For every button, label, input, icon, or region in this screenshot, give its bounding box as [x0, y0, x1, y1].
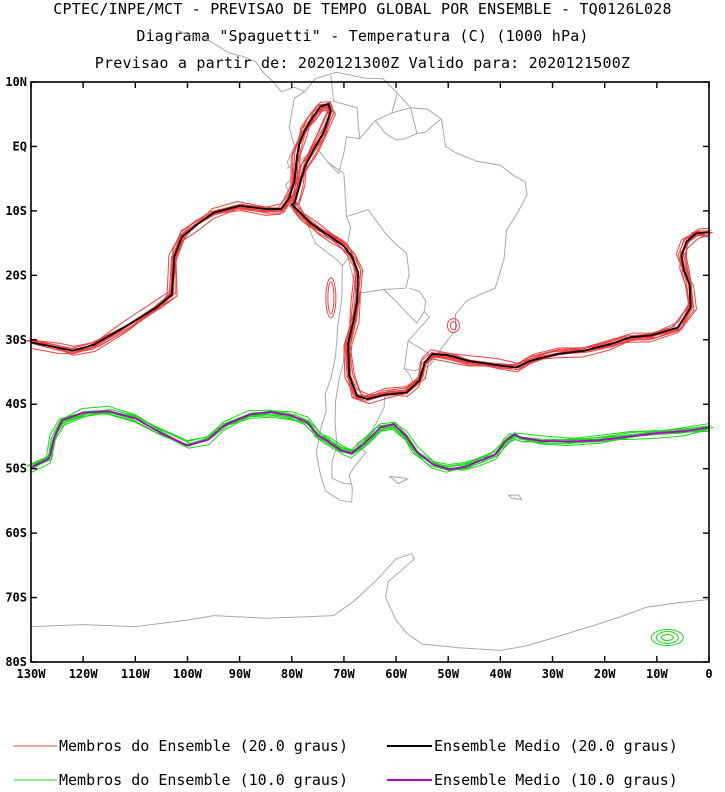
legend-label-mean-10: Ensemble Medio (10.0 graus) — [434, 771, 678, 789]
country-border-6 — [403, 341, 409, 369]
x-tick-label: 60W — [385, 667, 407, 681]
y-tick-label: 70S — [5, 591, 27, 605]
member-20-line-10 — [32, 104, 705, 398]
y-tick-label: 50S — [5, 462, 27, 476]
legend-label-mean-20: Ensemble Medio (20.0 graus) — [434, 737, 678, 755]
legend-label-member-10: Membros do Ensemble (10.0 graus) — [59, 771, 348, 789]
header-line-1: CPTEC/INPE/MCT - PREVISAO DE TEMPO GLOBA… — [53, 0, 672, 18]
member-20-line-12 — [29, 105, 710, 398]
x-tick-label: 20W — [594, 667, 616, 681]
member-20-blob-chile-inner — [327, 281, 335, 315]
ensemble-mean-10-line — [30, 410, 710, 471]
header-line-3: Previsao a partir de: 2020121300Z Valido… — [94, 54, 631, 72]
x-tick-label: 90W — [229, 667, 251, 681]
x-tick-label: 30W — [542, 667, 564, 681]
x-tick-label: 50W — [437, 667, 459, 681]
south-georgia-island — [507, 494, 523, 501]
x-tick-label: 100W — [173, 667, 203, 681]
country-border-1 — [341, 173, 352, 266]
x-tick-label: 10W — [646, 667, 668, 681]
antarctica-coastline — [30, 553, 710, 651]
x-tick-label: 70W — [333, 667, 355, 681]
central-america-coastline — [176, 29, 305, 93]
y-tick-label: 10N — [5, 75, 27, 89]
country-border-2 — [346, 209, 410, 294]
y-tick-label: 80S — [5, 655, 27, 669]
member-20-line-9 — [29, 109, 710, 398]
member-20-line-5 — [32, 101, 710, 405]
x-tick-label: 110W — [121, 667, 151, 681]
x-tick-label: 120W — [69, 667, 99, 681]
member-20-line-1 — [30, 103, 710, 400]
country-border-4 — [383, 287, 427, 324]
member-10-blob-antarctic-mid — [655, 631, 679, 644]
x-tick-label: 0 — [705, 667, 712, 681]
member-20-blob-brazil — [446, 318, 460, 334]
member-10-blob-antarctic-inner — [660, 634, 674, 641]
header-line-2: Diagrama "Spaguetti" - Temperatura (C) (… — [136, 27, 589, 45]
legend: Membros do Ensemble (20.0 graus) Ensembl… — [14, 737, 678, 789]
y-tick-label: 30S — [5, 333, 27, 347]
legend-label-member-20: Membros do Ensemble (20.0 graus) — [59, 737, 348, 755]
y-tick-label: 20S — [5, 268, 27, 282]
falkland-islands — [388, 475, 410, 485]
south-america-coastline — [284, 71, 528, 503]
member-20-line-7 — [32, 102, 704, 401]
x-tick-label: 80W — [281, 667, 303, 681]
ensemble-contours — [25, 101, 714, 646]
member-20-blob-brazil-inner — [449, 321, 457, 331]
x-tick-label: 130W — [17, 667, 47, 681]
y-tick-label: EQ — [13, 139, 27, 153]
country-border-8 — [359, 92, 398, 140]
ensemble-mean-20-line — [30, 103, 710, 401]
y-tick-label: 40S — [5, 397, 27, 411]
member-20-line-8 — [31, 101, 710, 397]
country-border-10 — [374, 120, 418, 141]
y-tick-label: 60S — [5, 526, 27, 540]
member-20-line-4 — [31, 107, 708, 399]
member-20-line-2 — [33, 106, 710, 398]
country-border-9 — [391, 107, 441, 135]
member-20-line-11 — [33, 105, 712, 400]
member-20-line-3 — [28, 103, 712, 402]
x-tick-label: 40W — [490, 667, 512, 681]
country-border-7 — [327, 75, 361, 175]
y-tick-label: 10S — [5, 204, 27, 218]
plot-frame — [30, 81, 710, 663]
member-20-blob-chile — [325, 277, 337, 319]
member-20-line-6 — [25, 104, 713, 400]
member-10-line-10 — [32, 409, 707, 470]
member-10-blob-antarctic — [650, 629, 684, 646]
